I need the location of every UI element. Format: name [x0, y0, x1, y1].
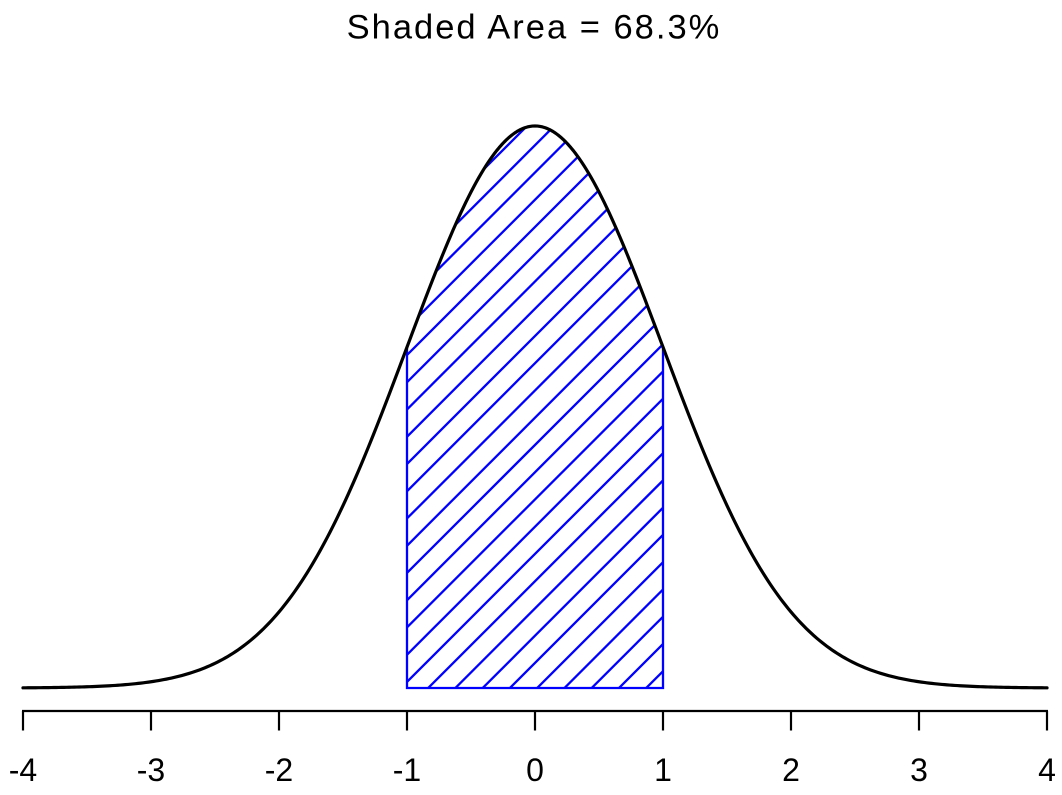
svg-text:-2: -2: [265, 752, 293, 788]
svg-text:Shaded Area = 68.3%: Shaded Area = 68.3%: [347, 9, 722, 47]
svg-text:-1: -1: [393, 752, 421, 788]
svg-text:-4: -4: [9, 752, 37, 788]
svg-text:2: 2: [782, 752, 800, 788]
svg-text:0: 0: [526, 752, 544, 788]
svg-text:4: 4: [1038, 752, 1056, 788]
svg-text:-3: -3: [137, 752, 165, 788]
svg-text:3: 3: [910, 752, 928, 788]
svg-text:1: 1: [654, 752, 672, 788]
